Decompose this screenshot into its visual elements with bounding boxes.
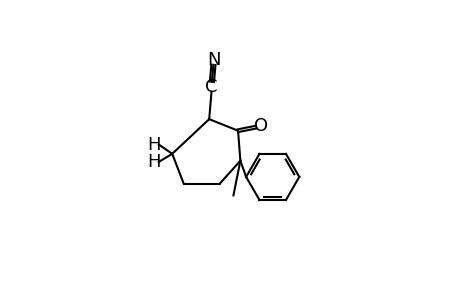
Text: C: C — [205, 78, 217, 96]
Text: N: N — [207, 51, 220, 69]
Text: H: H — [147, 153, 160, 171]
Text: H: H — [147, 136, 160, 154]
Text: O: O — [253, 117, 268, 135]
